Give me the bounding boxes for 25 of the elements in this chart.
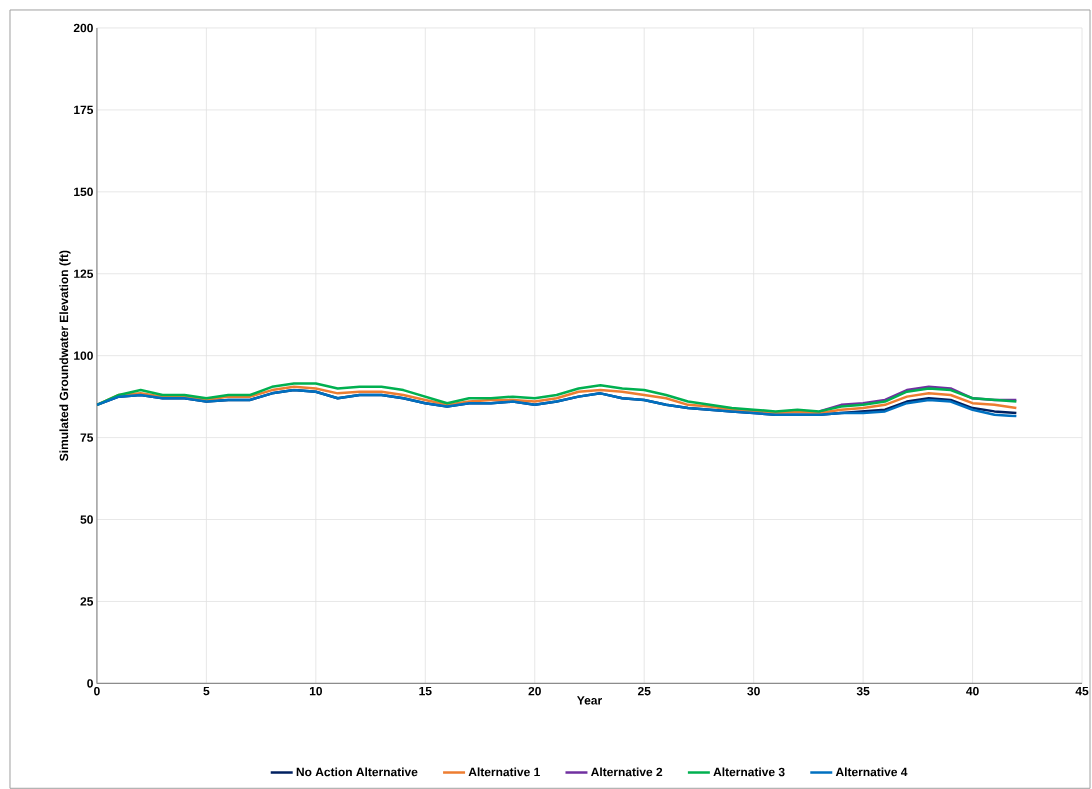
x-tick-label: 15	[419, 686, 432, 696]
y-tick-label: 200	[73, 23, 93, 33]
legend-label: No Action Alternative	[296, 767, 418, 777]
y-tick-label: 100	[74, 351, 93, 360]
x-tick-label: 40	[966, 686, 979, 696]
y-tick-label: 0	[87, 679, 93, 688]
x-tick-label: 30	[747, 686, 760, 696]
y-axis-title: Simulated Groundwater Elevation (ft)	[59, 250, 71, 461]
y-tick-label: 25	[80, 597, 94, 606]
x-tick-label: 45	[1075, 686, 1089, 696]
y-tick-label: 50	[80, 515, 93, 524]
y-tick-label: 175	[74, 105, 94, 114]
x-tick-label: 10	[309, 686, 323, 696]
x-tick-label: 20	[528, 686, 541, 696]
y-tick-label: 125	[74, 269, 94, 278]
x-tick-label: 35	[856, 686, 870, 696]
x-tick-label: 5	[203, 686, 210, 696]
legend-label: Alternative 3	[713, 767, 785, 777]
y-tick-label: 75	[80, 433, 94, 442]
legend-label: Alternative 2	[590, 767, 663, 777]
legend-label: Alternative 1	[468, 767, 540, 777]
legend-label: Alternative 4	[835, 767, 908, 777]
y-tick-label: 150	[74, 187, 93, 196]
x-tick-label: 25	[637, 686, 651, 696]
x-axis-title: Year	[577, 696, 602, 705]
